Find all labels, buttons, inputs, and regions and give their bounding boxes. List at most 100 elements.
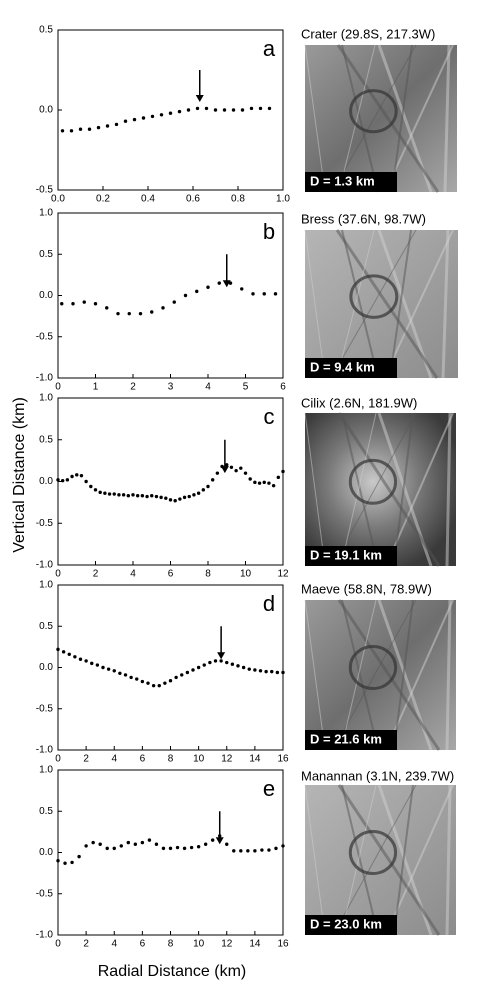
- data-point: [262, 480, 266, 485]
- data-point: [187, 494, 191, 499]
- data-point: [119, 844, 123, 848]
- data-point: [67, 652, 71, 656]
- data-point: [208, 660, 212, 665]
- data-point: [249, 106, 254, 111]
- data-point: [273, 292, 278, 296]
- arrow-head: [195, 95, 204, 102]
- image-texture: [340, 412, 377, 567]
- image-texture: [304, 44, 326, 193]
- image-texture: [341, 784, 379, 936]
- data-point: [258, 106, 263, 111]
- data-point: [241, 665, 246, 670]
- y-tick-label: 1.0: [39, 765, 53, 776]
- x-tick-label: 3: [168, 382, 174, 393]
- x-tick-label: 0: [55, 569, 61, 580]
- image-texture: [335, 229, 439, 379]
- scale-box: [305, 730, 397, 750]
- data-point: [154, 842, 159, 846]
- data-point: [196, 491, 201, 495]
- panel-letter: d: [263, 591, 275, 616]
- image-texture: [441, 229, 450, 379]
- x-tick-label: 0.4: [141, 194, 155, 205]
- x-tick-label: 14: [249, 754, 261, 765]
- data-point: [243, 471, 248, 475]
- data-point: [240, 287, 244, 291]
- data-point: [84, 479, 88, 484]
- data-point: [65, 478, 70, 482]
- y-tick-label: 1.0: [39, 393, 53, 404]
- data-point: [164, 496, 168, 500]
- x-tick-label: 0.6: [186, 194, 200, 205]
- surface-image: [305, 45, 457, 192]
- data-point: [60, 129, 65, 133]
- data-point: [63, 861, 67, 865]
- data-point: [95, 663, 100, 667]
- data-point: [264, 669, 268, 674]
- x-tick-label: 16: [277, 754, 289, 765]
- data-point: [271, 483, 276, 488]
- data-point: [229, 465, 234, 470]
- data-point: [138, 311, 143, 316]
- image-texture: [393, 784, 414, 936]
- scale-box: [305, 546, 397, 566]
- data-point: [253, 849, 257, 853]
- data-point: [90, 661, 94, 666]
- data-point: [77, 854, 81, 859]
- data-point: [230, 662, 235, 666]
- data-point: [239, 466, 243, 470]
- x-tick-label: 16: [277, 939, 289, 950]
- plot-frame: [57, 212, 284, 379]
- data-point: [213, 108, 218, 112]
- data-point: [240, 108, 245, 112]
- data-point: [127, 311, 131, 316]
- data-point: [168, 846, 173, 851]
- plot-frame: [57, 769, 284, 936]
- data-point: [60, 302, 64, 306]
- x-tick-label: 2: [130, 382, 136, 393]
- y-tick-label: -0.5: [36, 331, 54, 342]
- y-tick-label: 0.5: [39, 249, 53, 260]
- data-point: [257, 481, 262, 485]
- data-point: [274, 846, 278, 851]
- data-point: [168, 111, 173, 115]
- data-point: [228, 281, 233, 285]
- data-point: [135, 493, 140, 498]
- data-point: [61, 650, 66, 654]
- x-tick-label: 0: [55, 939, 61, 950]
- data-point: [253, 480, 257, 485]
- x-tick-label: 2: [93, 569, 99, 580]
- data-point: [267, 848, 271, 852]
- data-point: [89, 484, 93, 489]
- y-tick-label: -0.5: [36, 518, 54, 529]
- scale-box: [305, 915, 397, 935]
- data-point: [79, 473, 84, 478]
- image-texture: [391, 44, 413, 193]
- data-point: [275, 670, 280, 675]
- data-point: [222, 108, 227, 112]
- data-point: [126, 840, 131, 845]
- data-point: [135, 677, 139, 681]
- image-texture: [393, 599, 414, 751]
- image-texture: [338, 44, 376, 193]
- crater-rim: [349, 89, 398, 134]
- y-tick-label: 0.5: [39, 25, 53, 36]
- data-point: [93, 302, 98, 306]
- data-point: [225, 660, 229, 665]
- x-tick-label: 6: [280, 382, 286, 393]
- data-point: [239, 849, 243, 853]
- x-tick-label: 6: [140, 939, 146, 950]
- image-caption: Bress (37.6N, 98.7W): [301, 211, 426, 226]
- y-tick-label: 0.5: [39, 806, 53, 817]
- data-point: [159, 113, 164, 117]
- scale-label: D = 9.4 km: [310, 359, 375, 374]
- data-point: [150, 493, 154, 498]
- x-tick-label: 1: [93, 382, 99, 393]
- image-texture: [304, 229, 326, 379]
- image-texture: [341, 229, 379, 379]
- surface-image: [305, 230, 458, 378]
- image-texture: [445, 599, 452, 751]
- y-tick-label: 1.0: [39, 208, 53, 219]
- data-point: [112, 669, 116, 673]
- y-tick-label: -0.5: [36, 888, 54, 899]
- image-texture: [340, 599, 377, 751]
